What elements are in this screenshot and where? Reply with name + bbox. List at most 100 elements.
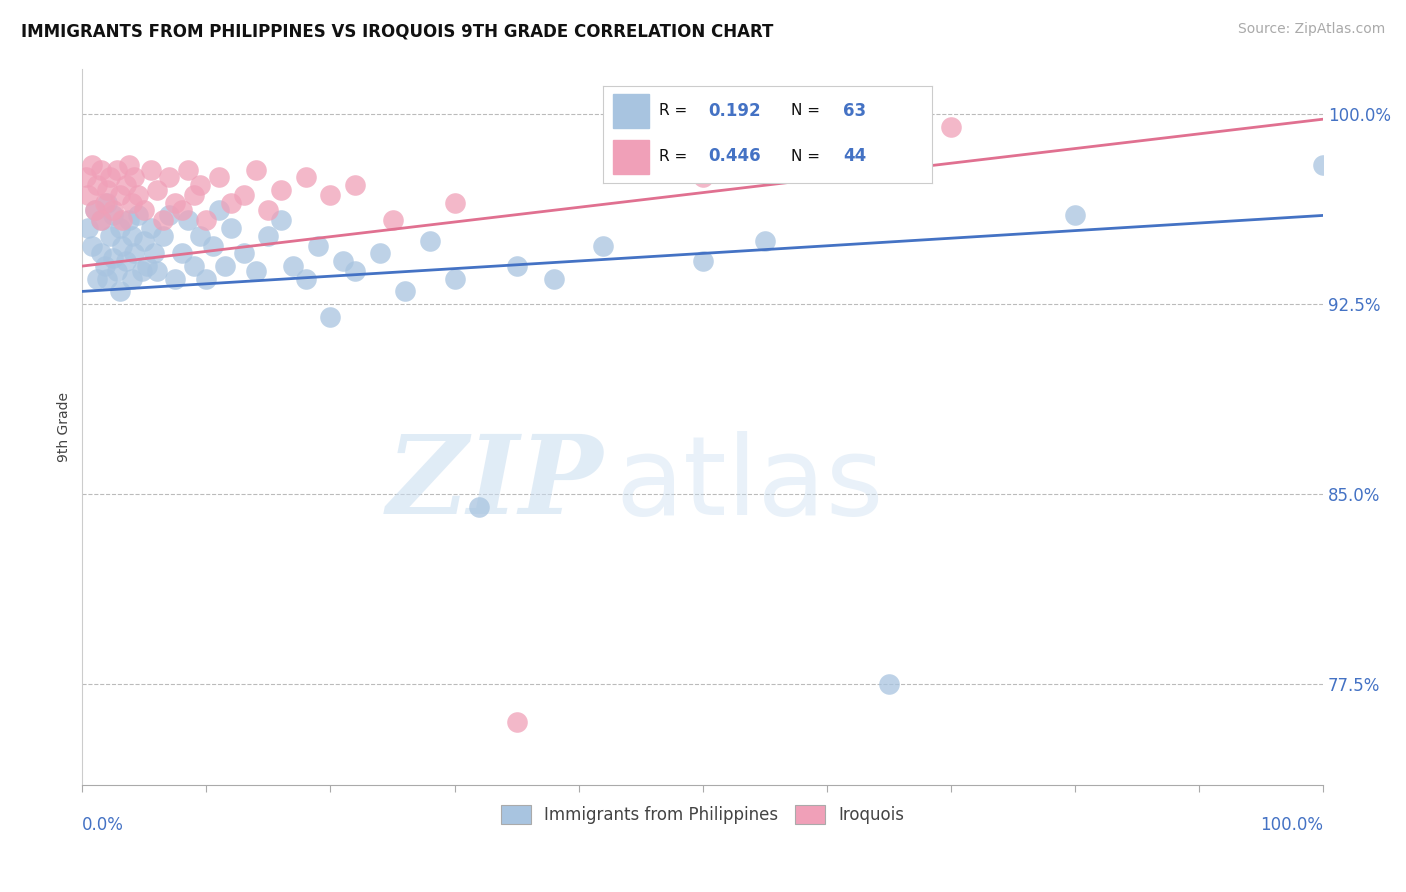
Point [105,264,128,278]
Point [177,162,200,177]
Point [118,158,141,172]
Point [134,203,156,218]
Y-axis label: 9th Grade: 9th Grade [58,392,72,462]
Point [103,208,125,222]
Point [157,208,180,222]
Point [245,264,267,278]
Point [135,259,157,273]
Point [208,170,231,185]
Point [152,228,174,243]
Point [131,264,153,278]
Point [108,285,131,299]
Point [188,178,211,192]
Point [86,271,108,285]
Point [111,239,134,253]
Point [319,310,342,324]
Point [270,213,292,227]
Point [543,271,565,285]
Text: Source: ZipAtlas.com: Source: ZipAtlas.com [1237,22,1385,37]
Point [77,188,100,202]
Point [1312,158,1334,172]
Point [96,183,118,197]
Point [270,183,292,197]
Point [443,195,465,210]
Point [419,234,441,248]
Point [98,170,121,185]
Point [124,170,146,185]
Point [103,203,125,218]
Point [108,188,131,202]
Point [127,188,149,202]
Point [96,195,118,210]
Point [103,252,125,266]
Point [344,264,367,278]
Text: ZIP: ZIP [387,431,603,538]
Point [394,285,416,299]
Point [152,213,174,227]
Point [692,254,714,268]
Point [232,188,254,202]
Point [877,677,900,691]
Text: 100.0%: 100.0% [1260,815,1323,834]
Point [157,170,180,185]
Point [294,170,316,185]
Point [77,221,100,235]
Point [93,195,115,210]
Point [505,714,527,729]
Point [219,195,242,210]
Point [232,246,254,260]
Point [96,271,118,285]
Point [214,259,236,273]
Point [143,246,166,260]
Point [319,188,342,202]
Point [127,208,149,222]
Point [114,254,136,268]
Point [105,162,128,177]
Point [86,178,108,192]
Point [93,259,115,273]
Point [368,246,391,260]
Point [245,162,267,177]
Point [114,178,136,192]
Point [754,234,776,248]
Point [124,246,146,260]
Point [592,239,614,253]
Point [111,213,134,227]
Point [188,228,211,243]
Point [443,271,465,285]
Point [505,259,527,273]
Point [83,203,105,218]
Point [139,162,162,177]
Point [195,271,218,285]
Point [165,195,187,210]
Point [170,203,193,218]
Point [201,239,224,253]
Point [195,213,218,227]
Point [170,246,193,260]
Point [208,203,231,218]
Point [90,162,112,177]
Point [177,213,200,227]
Point [165,271,187,285]
Point [118,213,141,227]
Point [90,246,112,260]
Text: IMMIGRANTS FROM PHILIPPINES VS IROQUOIS 9TH GRADE CORRELATION CHART: IMMIGRANTS FROM PHILIPPINES VS IROQUOIS … [21,22,773,40]
Point [90,213,112,227]
Point [98,228,121,243]
Point [75,170,97,185]
Text: 0.0%: 0.0% [83,815,124,834]
Point [939,120,962,134]
Point [219,221,242,235]
Point [139,221,162,235]
Point [381,213,404,227]
Point [1064,208,1087,222]
Point [134,234,156,248]
Point [121,228,143,243]
Point [332,254,354,268]
Point [257,228,280,243]
Point [145,264,167,278]
Point [294,271,316,285]
Point [283,259,305,273]
Point [121,271,143,285]
Point [82,158,104,172]
